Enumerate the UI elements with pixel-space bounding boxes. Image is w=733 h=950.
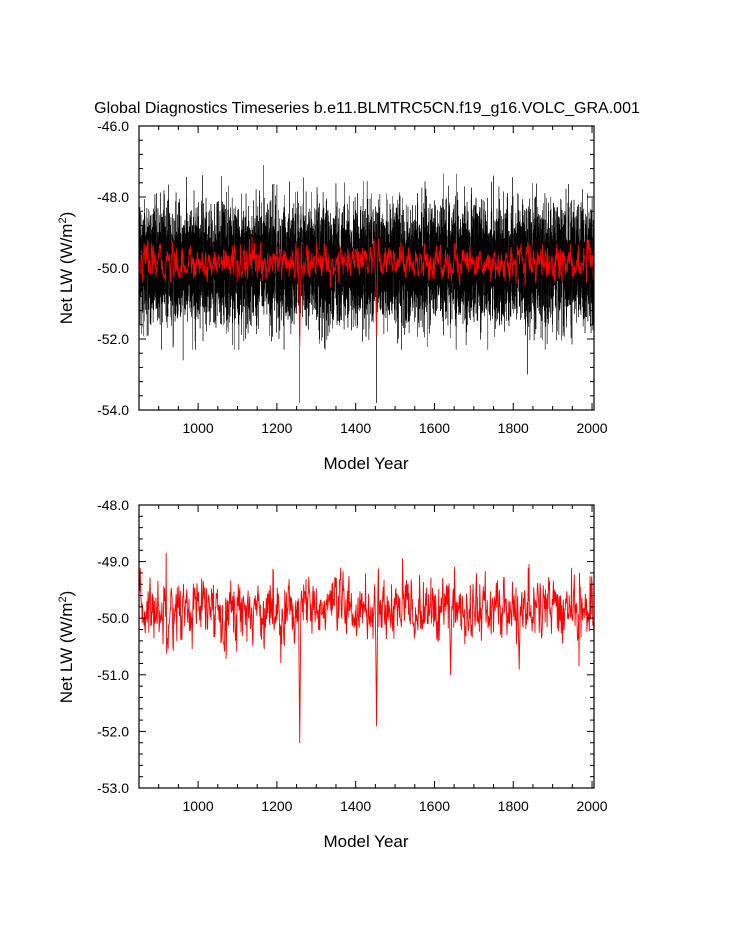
bottom-panel-ylabel-superscript: 2 bbox=[57, 596, 69, 602]
bottom-xtick-label: 1000 bbox=[183, 798, 214, 814]
bottom-panel-frame bbox=[138, 504, 595, 789]
bottom-xtick-label: 1800 bbox=[498, 798, 529, 814]
bottom-ytick-label: -53.0 bbox=[97, 780, 129, 796]
top-series-annual bbox=[139, 236, 594, 347]
bottom-xtick-label: 1600 bbox=[419, 798, 450, 814]
bottom-xtick-label: 1200 bbox=[261, 798, 292, 814]
bottom-ytick-label: -51.0 bbox=[97, 667, 129, 683]
top-xtick-label: 1600 bbox=[419, 420, 450, 436]
top-series-monthly bbox=[139, 164, 594, 404]
top-xtick-label: 1800 bbox=[498, 420, 529, 436]
bottom-xtick-label: 1400 bbox=[340, 798, 371, 814]
top-panel-ylabel-superscript: 2 bbox=[57, 217, 69, 223]
top-ytick-label: -46.0 bbox=[97, 118, 129, 134]
bottom-ytick-label: -50.0 bbox=[97, 610, 129, 626]
bottom-panel: 1000 1200 1400 1600 1800 2000 -53.0 -52.0 -51.0 -… bbox=[57, 497, 608, 851]
top-ytick-label: -52.0 bbox=[97, 331, 129, 347]
top-ytick-label: -48.0 bbox=[97, 189, 129, 205]
top-xtick-label: 1400 bbox=[340, 420, 371, 436]
top-xtick-label: 1200 bbox=[261, 420, 292, 436]
top-panel-xlabel: Model Year bbox=[323, 454, 408, 473]
top-panel-ylabel: Net LW (W/m2) bbox=[57, 212, 76, 325]
bottom-ytick-label: -52.0 bbox=[97, 723, 129, 739]
bottom-ytick-label: -49.0 bbox=[97, 554, 129, 570]
bottom-ytick-label: -48.0 bbox=[97, 497, 129, 513]
top-xtick-label: 1000 bbox=[183, 420, 214, 436]
top-ytick-label: -54.0 bbox=[97, 402, 129, 418]
top-ytick-label: -50.0 bbox=[97, 260, 129, 276]
top-panel-ticks: 1000 1200 1400 1600 1800 2000 -54.0 -52.0 -50.0 -… bbox=[97, 118, 608, 436]
top-panel: 1000 1200 1400 1600 1800 2000 -54.0 -52.0 -50.0 -… bbox=[57, 118, 608, 473]
bottom-panel-series bbox=[139, 552, 594, 744]
bottom-series-annual bbox=[139, 552, 594, 744]
bottom-xtick-label: 2000 bbox=[576, 798, 607, 814]
top-panel-series bbox=[139, 164, 594, 404]
top-xtick-label: 2000 bbox=[576, 420, 607, 436]
figure-title: Global Diagnostics Timeseries b.e11.BLMT… bbox=[94, 100, 640, 117]
bottom-panel-ticks: 1000 1200 1400 1600 1800 2000 -53.0 -52.0 -51.0 -… bbox=[97, 497, 608, 814]
bottom-panel-ylabel: Net LW (W/m2) bbox=[57, 591, 76, 704]
bottom-panel-xlabel: Model Year bbox=[323, 832, 408, 851]
